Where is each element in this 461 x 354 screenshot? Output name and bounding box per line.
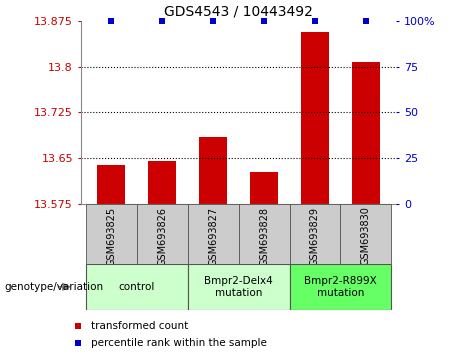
FancyBboxPatch shape: [290, 204, 340, 264]
Text: control: control: [118, 282, 155, 292]
Text: percentile rank within the sample: percentile rank within the sample: [91, 338, 267, 348]
Text: Bmpr2-Delx4
mutation: Bmpr2-Delx4 mutation: [204, 276, 273, 298]
Text: GSM693825: GSM693825: [106, 206, 116, 266]
FancyBboxPatch shape: [86, 264, 188, 310]
FancyBboxPatch shape: [239, 204, 290, 264]
FancyBboxPatch shape: [137, 204, 188, 264]
Text: GSM693830: GSM693830: [361, 206, 371, 266]
Text: GSM693827: GSM693827: [208, 206, 218, 266]
FancyBboxPatch shape: [188, 204, 239, 264]
Text: GSM693829: GSM693829: [310, 206, 320, 266]
Text: GSM693828: GSM693828: [259, 206, 269, 266]
Text: transformed count: transformed count: [91, 321, 188, 331]
Title: GDS4543 / 10443492: GDS4543 / 10443492: [164, 5, 313, 19]
Bar: [148, 161, 176, 204]
FancyBboxPatch shape: [340, 204, 391, 264]
Text: genotype/variation: genotype/variation: [5, 282, 104, 292]
Bar: [352, 62, 380, 204]
Text: Bmpr2-R899X
mutation: Bmpr2-R899X mutation: [304, 276, 377, 298]
Bar: [199, 137, 227, 204]
Bar: [250, 172, 278, 204]
Bar: [301, 32, 329, 204]
FancyBboxPatch shape: [86, 204, 137, 264]
Bar: [97, 165, 125, 204]
FancyBboxPatch shape: [290, 264, 391, 310]
FancyBboxPatch shape: [188, 264, 290, 310]
Text: GSM693826: GSM693826: [157, 206, 167, 266]
